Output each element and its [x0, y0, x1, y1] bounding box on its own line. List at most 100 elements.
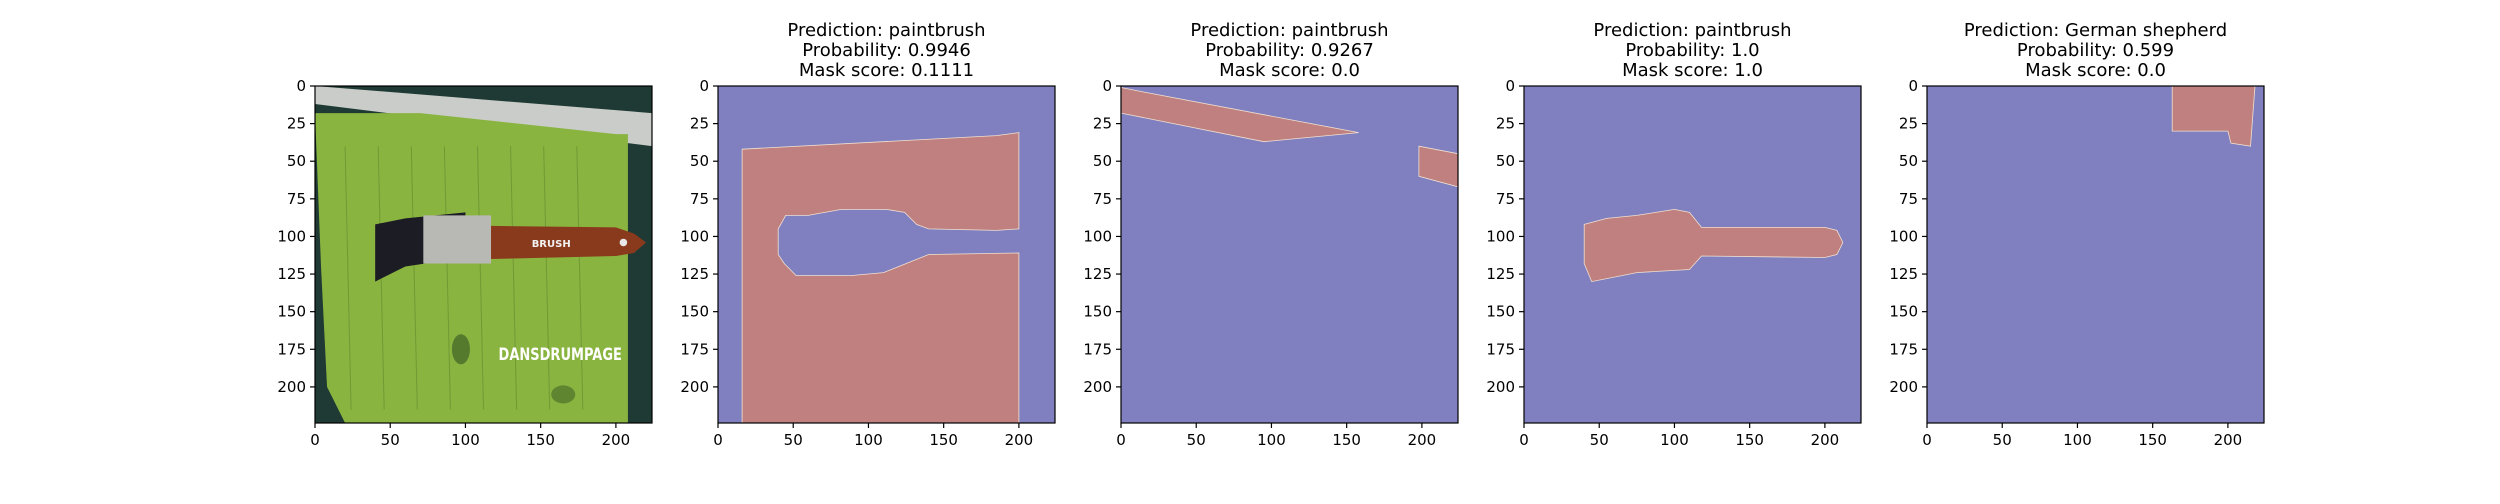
y-tick-label: 175	[277, 340, 306, 358]
photo-brush-label: BRUSH	[532, 239, 571, 250]
y-tick-label: 0	[296, 77, 306, 95]
panel-title-line: Mask score: 0.0	[2025, 60, 2166, 81]
y-tick-label: 0	[1102, 77, 1112, 95]
x-tick-label: 150	[526, 431, 555, 449]
y-tick-label: 200	[277, 378, 306, 396]
y-tick-label: 75	[1496, 190, 1515, 208]
y-tick-label: 75	[690, 190, 709, 208]
y-tick-label: 50	[1899, 152, 1918, 170]
photo-handle-hole	[619, 238, 628, 247]
plot-area	[1927, 86, 2264, 423]
x-tick-label: 50	[1187, 431, 1206, 449]
x-tick-label: 200	[2214, 431, 2243, 449]
x-tick-label: 0	[1922, 431, 1932, 449]
panel-mask-3: 0 50 100 150 200 0 25 50 75 100 125 150 175 200 Predic…	[1486, 20, 1862, 449]
x-tick-label: 150	[1735, 431, 1764, 449]
y-tick-label: 175	[680, 340, 709, 358]
y-tick-label: 100	[277, 227, 306, 245]
axes-frame	[1523, 85, 1862, 424]
photo-stain	[551, 385, 576, 404]
y-tick-label: 100	[1083, 227, 1112, 245]
photo-watermark: DANSDRUMPAGE	[499, 345, 622, 365]
mask-region	[1121, 87, 1359, 143]
y-tick-label: 150	[680, 303, 709, 321]
panel-mask-2: 0 50 100 150 200 0 25 50 75 100 125 150 175 200 Predic…	[1083, 20, 1459, 449]
x-tick-label: 150	[929, 431, 958, 449]
y-tick-label: 125	[277, 265, 306, 283]
photo-sheet-line	[443, 146, 451, 410]
panel-mask-4: 0 50 100 150 200 0 25 50 75 100 125 150 175 200 Predic…	[1889, 20, 2265, 449]
photo-sheet-line	[543, 146, 551, 410]
photo-stain	[451, 334, 470, 365]
x-tick-label: 0	[310, 431, 320, 449]
y-tick-label: 25	[1496, 115, 1515, 133]
x-tick-label: 50	[1590, 431, 1609, 449]
x-tick-label: 0	[1116, 431, 1126, 449]
x-tick-label: 100	[1257, 431, 1286, 449]
y-tick-label: 125	[680, 265, 709, 283]
y-tick-label: 0	[1505, 77, 1515, 95]
panel-title-line: Probability: 1.0	[1625, 40, 1759, 61]
axes-frame	[717, 85, 1056, 424]
panel-title-line: Prediction: paintbrush	[1190, 20, 1388, 41]
axes-frame	[1926, 85, 2265, 424]
x-tick-label: 0	[1519, 431, 1529, 449]
x-tick-label: 50	[784, 431, 803, 449]
y-tick-label: 175	[1889, 340, 1918, 358]
y-tick-label: 175	[1083, 340, 1112, 358]
y-tick-label: 150	[1486, 303, 1515, 321]
x-tick-label: 150	[1332, 431, 1361, 449]
photo-sheet-line	[344, 146, 352, 410]
photo-ferrule	[423, 215, 492, 264]
photo-sheet-line	[510, 146, 518, 410]
x-tick-label: 50	[381, 431, 400, 449]
y-tick-label: 50	[287, 152, 306, 170]
y-tick-label: 150	[1889, 303, 1918, 321]
plot-area	[1524, 86, 1861, 423]
y-tick-label: 125	[1083, 265, 1112, 283]
x-tick-label: 200	[1811, 431, 1840, 449]
y-tick-label: 200	[1889, 378, 1918, 396]
y-tick-label: 25	[1093, 115, 1112, 133]
y-tick-label: 25	[287, 115, 306, 133]
mask-region	[2171, 86, 2256, 147]
y-tick-label: 0	[1908, 77, 1918, 95]
plot-area: BRUSH DANSDRUMPAGE	[315, 86, 652, 423]
y-tick-label: 50	[690, 152, 709, 170]
mask-region	[1418, 145, 1458, 188]
x-tick-label: 200	[1408, 431, 1437, 449]
x-tick-label: 100	[2063, 431, 2092, 449]
x-tick-label: 200	[602, 431, 631, 449]
photo-sheet-line	[410, 146, 418, 410]
panel-title-line: Probability: 0.9946	[802, 40, 971, 61]
y-tick-label: 75	[1899, 190, 1918, 208]
mask-background	[1121, 86, 1458, 423]
plot-area	[718, 86, 1055, 423]
panel-title-line: Prediction: paintbrush	[1593, 20, 1791, 41]
x-tick-label: 150	[2138, 431, 2167, 449]
panel-title-line: Prediction: German shepherd	[1964, 20, 2227, 41]
panel-title-line: Prediction: paintbrush	[787, 20, 985, 41]
x-tick-label: 200	[1005, 431, 1034, 449]
axes-frame	[314, 85, 653, 424]
y-tick-label: 25	[1899, 115, 1918, 133]
panel-title-line: Mask score: 0.1111	[799, 60, 974, 81]
x-tick-label: 50	[1993, 431, 2012, 449]
panel-input-image: BRUSH DANSDRUMPAGE 0 50 100 150 200 0 25 50 75 100 1…	[277, 77, 653, 449]
x-tick-label: 0	[713, 431, 723, 449]
y-tick-label: 75	[1093, 190, 1112, 208]
mask-background	[1927, 86, 2264, 423]
photo-sheet-line	[476, 146, 484, 410]
y-tick-label: 100	[680, 227, 709, 245]
y-tick-label: 150	[277, 303, 306, 321]
x-tick-label: 100	[854, 431, 883, 449]
y-tick-label: 200	[1486, 378, 1515, 396]
panel-title-line: Mask score: 0.0	[1219, 60, 1360, 81]
mask-region	[1583, 208, 1844, 283]
y-tick-label: 100	[1486, 227, 1515, 245]
axes-frame	[1120, 85, 1459, 424]
y-tick-label: 0	[699, 77, 709, 95]
y-tick-label: 200	[1083, 378, 1112, 396]
